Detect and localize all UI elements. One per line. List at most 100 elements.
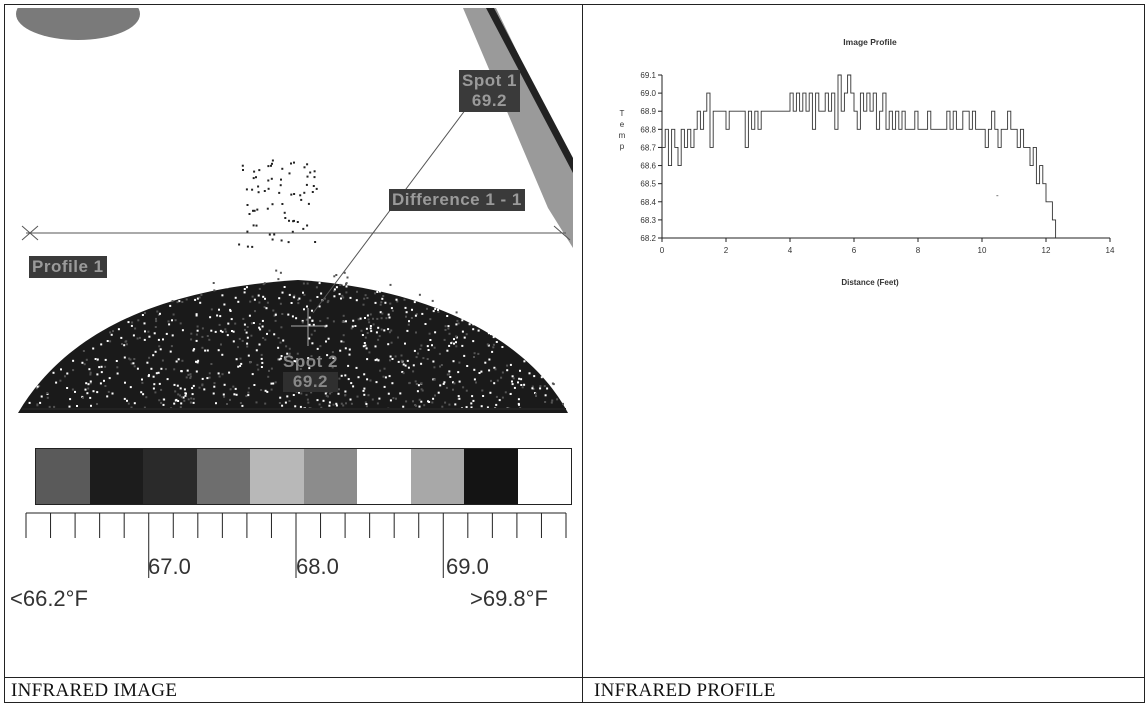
speckle — [378, 335, 381, 338]
speckle — [185, 298, 188, 301]
chart-annotation: - — [996, 191, 999, 200]
speckle — [444, 325, 447, 328]
speckle — [229, 388, 232, 391]
speckle — [280, 326, 283, 329]
speckle — [396, 300, 399, 303]
speckle — [391, 309, 394, 312]
x-tick-label: 12 — [1042, 246, 1051, 255]
hot-spot-corner — [16, 8, 140, 40]
speckle — [247, 391, 250, 394]
speckle — [375, 381, 378, 384]
scale-min-label: <66.2°F — [10, 586, 88, 611]
speckle — [307, 357, 310, 360]
speckle — [152, 387, 155, 390]
speckle — [53, 405, 56, 408]
y-axis-label-char: e — [620, 120, 625, 129]
speckle — [301, 321, 304, 324]
speckle — [261, 325, 264, 328]
speckle — [314, 241, 317, 243]
speckle — [195, 360, 197, 363]
speckle — [380, 328, 383, 331]
speckle — [418, 405, 421, 408]
palette-swatch — [196, 449, 250, 504]
speckle — [187, 398, 190, 401]
speckle — [328, 401, 331, 404]
page-frame — [4, 4, 1145, 703]
speckle — [158, 399, 161, 402]
speckle — [195, 313, 198, 316]
y-tick-label: 68.9 — [640, 107, 656, 116]
speckle — [267, 187, 270, 190]
speckle — [278, 358, 281, 361]
speckle — [219, 315, 222, 318]
speckle — [415, 356, 418, 359]
speckle — [432, 397, 435, 400]
speckle — [160, 401, 163, 404]
speckle — [291, 315, 294, 318]
speckle — [281, 291, 284, 294]
speckle — [185, 376, 188, 379]
speckle — [68, 405, 71, 408]
speckle — [544, 401, 547, 403]
speckle — [172, 313, 175, 316]
speckle — [517, 398, 520, 401]
speckle — [452, 388, 454, 391]
speckle — [260, 389, 263, 391]
speckle — [266, 273, 269, 276]
palette-swatch — [89, 449, 143, 504]
speckle — [132, 362, 135, 365]
speckle — [268, 233, 271, 236]
speckle — [363, 373, 366, 376]
speckle — [173, 368, 176, 371]
speckle — [444, 401, 447, 404]
speckle — [173, 383, 176, 386]
speckle — [226, 403, 228, 405]
speckle — [201, 377, 204, 380]
speckle — [458, 380, 461, 383]
speckle — [412, 364, 415, 367]
speckle — [472, 323, 475, 326]
speckle — [189, 377, 192, 379]
speckle — [158, 382, 161, 385]
speckle — [350, 402, 353, 405]
speckle — [255, 176, 257, 179]
speckle — [195, 314, 198, 317]
speckle — [251, 373, 254, 376]
speckle — [158, 345, 161, 348]
speckle — [354, 325, 357, 327]
speckle — [196, 297, 199, 300]
speckle — [350, 327, 353, 330]
speckle — [501, 346, 504, 348]
speckle — [501, 396, 504, 399]
speckle — [166, 378, 169, 381]
speckle — [455, 311, 458, 314]
speckle — [258, 323, 261, 325]
speckle — [448, 373, 451, 376]
speckle — [555, 389, 558, 391]
speckle — [133, 402, 136, 405]
speckle — [145, 396, 148, 399]
speckle — [247, 394, 250, 397]
speckle — [331, 351, 334, 354]
speckle — [229, 308, 232, 311]
speckle — [338, 388, 340, 391]
speckle — [379, 311, 382, 314]
speckle — [391, 358, 394, 360]
speckle — [189, 401, 192, 404]
speckle — [301, 319, 304, 322]
speckle — [109, 331, 112, 334]
speckle — [273, 314, 276, 317]
speckle — [335, 274, 338, 276]
speckle — [143, 406, 146, 409]
speckle — [511, 380, 513, 383]
speckle — [439, 365, 441, 368]
speckle — [319, 320, 322, 322]
speckle — [92, 347, 95, 350]
speckle — [491, 350, 494, 353]
speckle — [310, 391, 313, 394]
y-tick-label: 68.7 — [640, 143, 656, 152]
speckle — [212, 392, 215, 395]
speckle — [315, 187, 318, 190]
speckle — [257, 191, 260, 194]
speckle — [208, 338, 211, 341]
